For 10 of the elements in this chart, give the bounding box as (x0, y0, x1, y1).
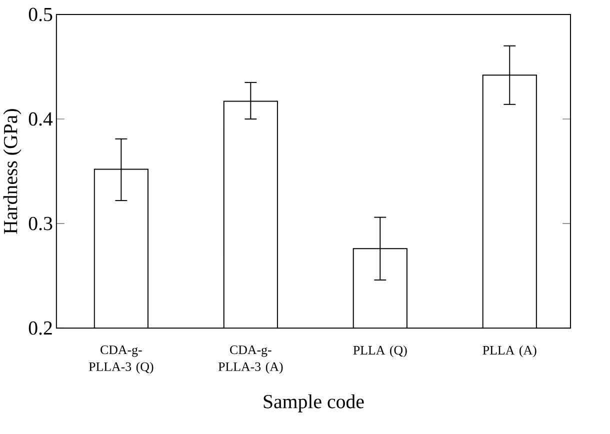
y-tick-label: 0.2 (28, 322, 52, 335)
y-tick-label: 0.3 (28, 216, 52, 230)
x-tick-label: PLLA (Q) (353, 346, 407, 358)
y-tick-label: 0.5 (28, 8, 52, 22)
x-tick-label: CDA-g-PLLA-3 (A) (218, 346, 283, 374)
x-tick-label: PLLA (A) (482, 346, 536, 358)
x-axis-title: Sample code (264, 394, 364, 413)
x-tick-label: CDA-g-PLLA-3 (Q) (88, 346, 154, 374)
y-tick-label: 0.4 (28, 112, 53, 126)
y-axis-title: Hardness (GPa) (3, 109, 22, 234)
